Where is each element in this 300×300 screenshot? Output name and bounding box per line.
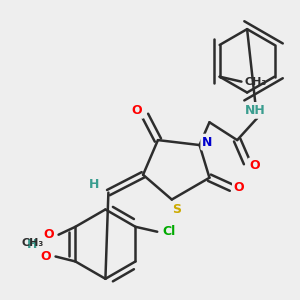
Text: O: O — [250, 159, 260, 172]
Text: CH₃: CH₃ — [244, 76, 267, 87]
Text: S: S — [172, 203, 181, 216]
Text: O: O — [40, 250, 51, 263]
Text: H: H — [27, 238, 37, 251]
Text: H: H — [89, 178, 100, 191]
Text: O: O — [132, 104, 142, 117]
Text: N: N — [202, 136, 213, 148]
Text: NH: NH — [244, 104, 266, 117]
Text: CH₃: CH₃ — [22, 238, 44, 248]
Text: O: O — [43, 228, 54, 241]
Text: O: O — [234, 181, 244, 194]
Text: Cl: Cl — [163, 225, 176, 238]
